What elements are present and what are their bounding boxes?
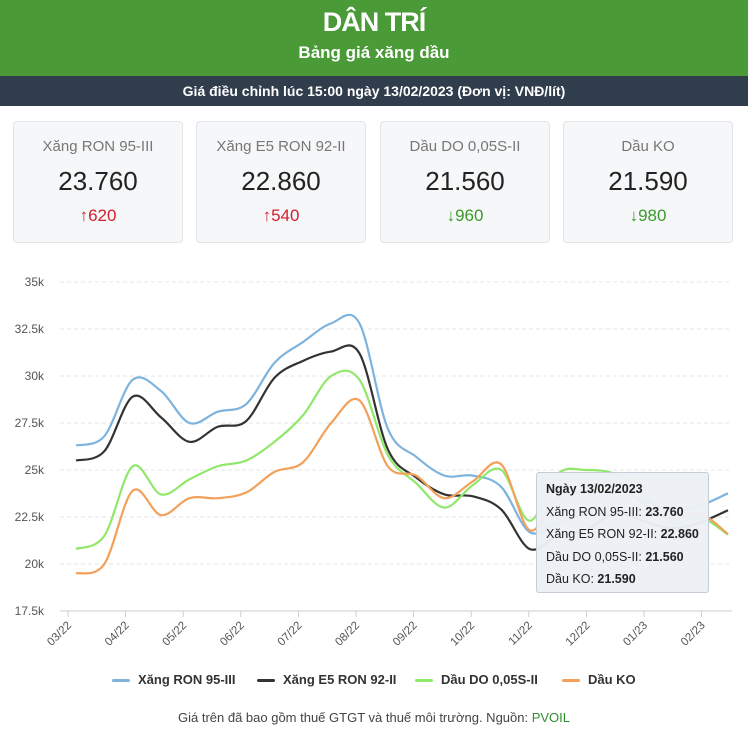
price-card-ron95: Xăng RON 95-III 23.760 ↑620: [13, 121, 183, 243]
card-fuel-name: Dầu DO 0,05S-II: [409, 138, 521, 155]
tooltip-row: Dầu DO 0,05S-II: 21.560: [546, 549, 684, 564]
card-price: 21.560: [425, 166, 505, 196]
legend-item-e5ron92[interactable]: Xăng E5 RON 92-II: [257, 672, 396, 687]
arrow-down-icon: ↓: [446, 206, 456, 225]
tooltip-row: Xăng RON 95-III: 23.760: [546, 504, 684, 519]
card-change: ↓960: [446, 206, 484, 225]
legend-item-ko[interactable]: Dầu KO: [562, 672, 636, 687]
y-tick-label: 35k: [25, 275, 45, 289]
card-price: 21.590: [608, 166, 688, 196]
y-tick-label: 27.5k: [15, 416, 45, 430]
legend-swatch: [562, 679, 580, 683]
y-tick-label: 32.5k: [15, 322, 45, 336]
card-change: ↑620: [79, 206, 117, 225]
x-tick-label: 02/23: [679, 620, 708, 649]
adjustment-subtitle: Giá điều chỉnh lúc 15:00 ngày 13/02/2023…: [0, 76, 748, 106]
price-line-chart[interactable]: 17.5k 20k 22.5k 25k 27.5k 30k 32.5k 35k 03/22 04/…: [0, 260, 748, 660]
x-tick-label: 05/22: [160, 620, 189, 649]
card-price: 22.860: [241, 166, 321, 196]
arrow-up-icon: ↑: [262, 206, 272, 225]
x-tick-label: 10/22: [448, 620, 477, 649]
dantri-logo: DÂN TRÍ: [322, 7, 427, 37]
x-tick-label: 03/22: [45, 620, 74, 649]
x-tick-label: 04/22: [103, 620, 132, 649]
x-tick-label: 06/22: [218, 620, 247, 649]
chart-legend: Xăng RON 95-III Xăng E5 RON 92-II Dầu DO…: [0, 672, 748, 692]
y-tick-label: 22.5k: [15, 510, 45, 524]
source-note: Giá trên đã bao gồm thuế GTGT và thuế mô…: [177, 710, 571, 725]
card-change: ↓980: [629, 206, 667, 225]
header-banner: DÂN TRÍ Bảng giá xăng dầu: [0, 0, 748, 76]
y-tick-label: 25k: [25, 463, 45, 477]
tooltip-row: Xăng E5 RON 92-II: 22.860: [546, 527, 699, 541]
price-card-do005s: Dầu DO 0,05S-II 21.560 ↓960: [380, 121, 550, 243]
legend-swatch: [415, 679, 433, 683]
price-card-e5ron92: Xăng E5 RON 92-II 22.860 ↑540: [196, 121, 366, 243]
source-link[interactable]: PVOIL: [531, 710, 571, 725]
card-change: ↑540: [262, 206, 300, 225]
x-tick-label: 01/23: [621, 620, 650, 649]
x-tick-label: 08/22: [333, 620, 362, 649]
price-card-ko: Dầu KO 21.590 ↓980: [563, 121, 733, 243]
legend-item-do005s[interactable]: Dầu DO 0,05S-II: [415, 672, 538, 687]
x-tick-label: 07/22: [276, 620, 305, 649]
card-price: 23.760: [58, 166, 138, 196]
x-tick-label: 11/22: [507, 620, 535, 648]
card-fuel-name: Xăng E5 RON 92-II: [216, 138, 346, 155]
legend-item-ron95[interactable]: Xăng RON 95-III: [112, 672, 236, 687]
tooltip-row: Dầu KO: 21.590: [546, 572, 636, 586]
page-title: Bảng giá xăng dầu: [298, 43, 450, 62]
arrow-up-icon: ↑: [79, 206, 89, 225]
y-tick-label: 20k: [25, 557, 45, 571]
x-tick-label: 09/22: [391, 620, 420, 649]
card-fuel-name: Dầu KO: [621, 138, 675, 155]
y-tick-label: 30k: [25, 369, 45, 383]
chart-canvas[interactable]: 17.5k 20k 22.5k 25k 27.5k 30k 32.5k 35k 03/22 04/…: [0, 260, 748, 660]
card-fuel-name: Xăng RON 95-III: [42, 138, 154, 155]
tooltip-date: Ngày 13/02/2023: [546, 482, 643, 496]
chart-tooltip: Ngày 13/02/2023 Xăng RON 95-III: 23.760 …: [536, 472, 709, 593]
arrow-down-icon: ↓: [629, 206, 639, 225]
x-tick-label: 12/22: [564, 620, 593, 649]
y-tick-label: 17.5k: [15, 604, 45, 618]
legend-swatch: [112, 679, 130, 683]
legend-swatch: [257, 679, 275, 683]
